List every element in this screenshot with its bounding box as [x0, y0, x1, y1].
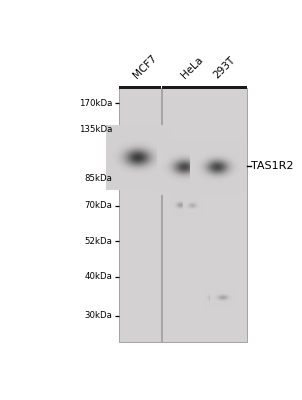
- Text: 170kDa: 170kDa: [79, 99, 113, 108]
- Text: 135kDa: 135kDa: [79, 124, 113, 134]
- Text: 70kDa: 70kDa: [85, 201, 113, 210]
- Bar: [162, 88, 247, 342]
- Text: 293T: 293T: [212, 55, 238, 80]
- Bar: [119, 86, 161, 89]
- Text: 30kDa: 30kDa: [85, 312, 113, 320]
- Text: 40kDa: 40kDa: [85, 272, 113, 281]
- Text: 52kDa: 52kDa: [85, 237, 113, 246]
- Text: MCF7: MCF7: [131, 53, 159, 80]
- Text: 85kDa: 85kDa: [85, 174, 113, 183]
- Bar: [119, 88, 161, 342]
- Text: TAS1R2: TAS1R2: [251, 161, 293, 171]
- Bar: [162, 86, 247, 89]
- Text: HeLa: HeLa: [179, 55, 205, 80]
